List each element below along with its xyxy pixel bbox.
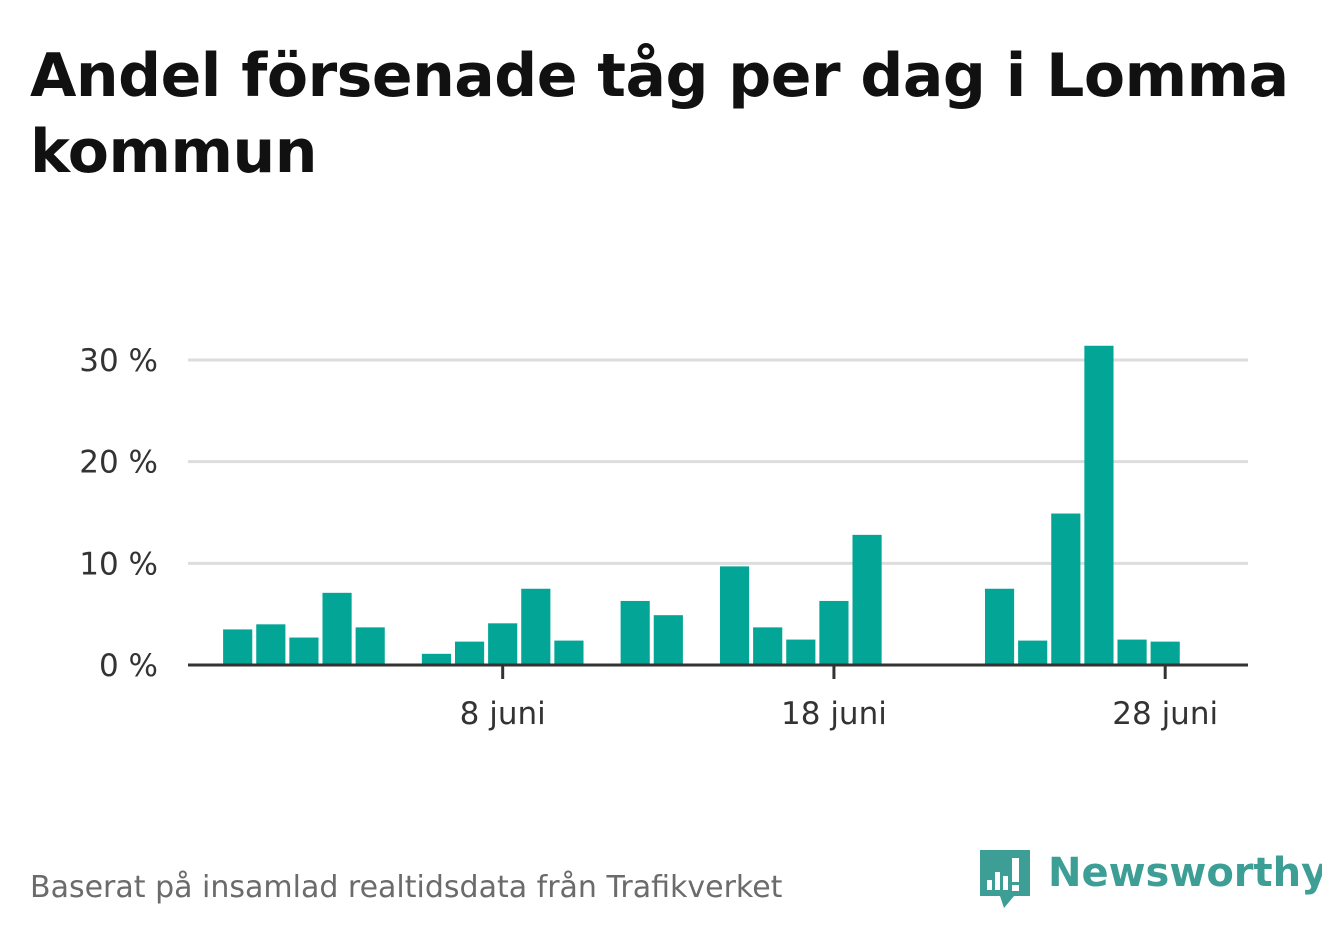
page-title: Andel försenade tåg per dag i Lomma komm… — [30, 41, 1289, 187]
y-tick-label: 10 % — [79, 546, 158, 582]
x-tick-label: 28 juni — [1112, 696, 1218, 732]
y-axis-labels: 0 % 10 % 20 % 30 % — [79, 343, 158, 684]
x-axis-labels: 8 juni 18 juni 28 juni — [460, 696, 1218, 732]
logo-text: Newsworthy — [1048, 850, 1322, 896]
bar — [223, 629, 253, 665]
y-tick-label: 0 % — [99, 648, 158, 684]
bar — [521, 588, 551, 665]
chart-bars — [223, 345, 1180, 665]
bar — [1150, 641, 1180, 665]
newsworthy-logo: Newsworthy — [980, 848, 1322, 914]
bar — [1117, 639, 1147, 665]
bar — [819, 600, 849, 665]
bar — [984, 588, 1015, 665]
bar — [554, 640, 584, 665]
bar — [355, 627, 385, 665]
bar — [719, 566, 750, 665]
bar — [421, 653, 452, 665]
bar — [620, 600, 650, 665]
bar — [1051, 513, 1081, 665]
newsworthy-chart-bubble-icon — [980, 850, 1030, 908]
bar — [322, 592, 352, 665]
source-note: Baserat på insamlad realtidsdata från Tr… — [30, 870, 783, 905]
bar — [1084, 345, 1114, 665]
bar — [653, 615, 683, 665]
bar — [753, 627, 783, 665]
bar — [1018, 640, 1048, 665]
bar — [256, 624, 286, 665]
y-tick-label: 30 % — [79, 343, 158, 379]
x-tick-label: 8 juni — [460, 696, 546, 732]
y-tick-label: 20 % — [79, 445, 158, 481]
bar — [786, 639, 816, 665]
bar — [454, 641, 485, 665]
chart-axes — [188, 663, 1248, 679]
bar — [852, 534, 882, 665]
x-tick-label: 18 juni — [781, 696, 887, 732]
bar — [488, 623, 518, 665]
bar-chart: 0 % 10 % 20 % 30 % 8 juni 18 juni 28 juni — [79, 343, 1248, 732]
bar — [289, 637, 319, 665]
